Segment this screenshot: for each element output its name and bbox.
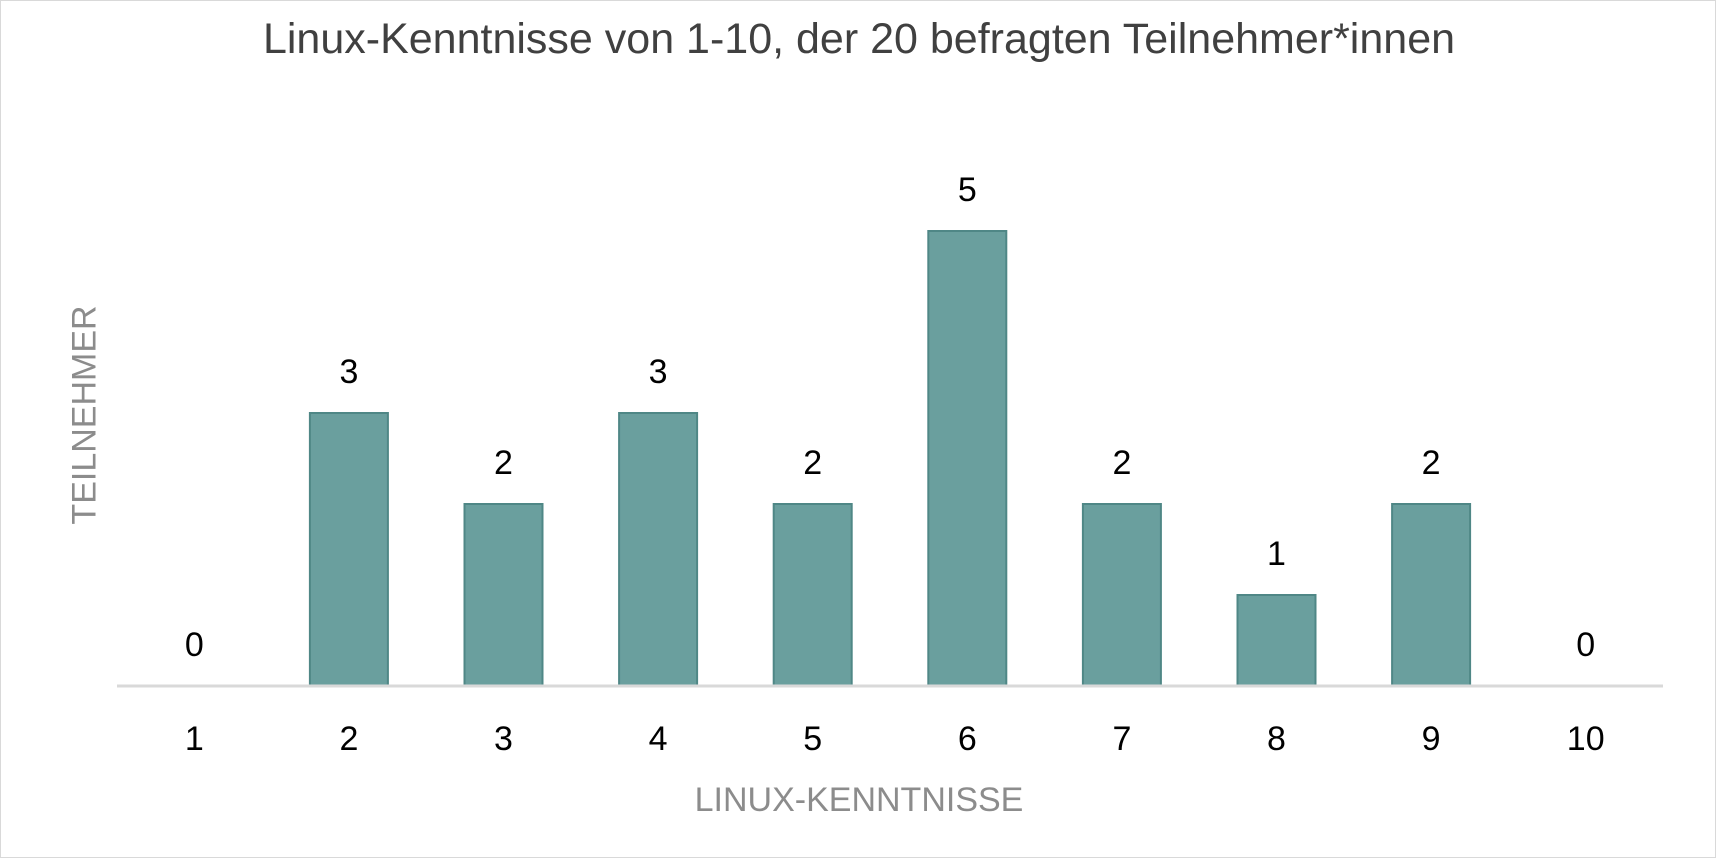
x-tick-label-7: 7 (1112, 720, 1131, 758)
bar-7 (1081, 503, 1162, 687)
data-label-5: 2 (803, 444, 822, 482)
x-tick-label-10: 10 (1567, 720, 1605, 758)
bar-4 (618, 412, 699, 687)
data-label-3: 2 (494, 444, 513, 482)
x-tick-label-5: 5 (803, 720, 822, 758)
bar-9 (1391, 503, 1472, 687)
data-label-10: 0 (1576, 626, 1595, 664)
data-label-7: 2 (1112, 444, 1131, 482)
data-label-4: 3 (649, 353, 668, 391)
x-tick-label-3: 3 (494, 720, 513, 758)
x-tick-label-8: 8 (1267, 720, 1286, 758)
x-tick-label-9: 9 (1422, 720, 1441, 758)
bar-2 (308, 412, 389, 687)
data-label-6: 5 (958, 171, 977, 209)
x-tick-label-6: 6 (958, 720, 977, 758)
bar-5 (772, 503, 853, 687)
data-label-8: 1 (1267, 535, 1286, 573)
bar-3 (463, 503, 544, 687)
data-label-9: 2 (1422, 444, 1441, 482)
x-axis-title: LINUX-KENNTNISSE (694, 781, 1024, 819)
bar-6 (927, 230, 1008, 687)
chart-title: Linux-Kenntnisse von 1-10, der 20 befrag… (262, 15, 1456, 63)
bar-8 (1236, 594, 1317, 687)
x-tick-label-2: 2 (339, 720, 358, 758)
data-label-1: 0 (185, 626, 204, 664)
x-tick-label-1: 1 (185, 720, 204, 758)
data-label-2: 3 (339, 353, 358, 391)
x-tick-label-4: 4 (649, 720, 668, 758)
